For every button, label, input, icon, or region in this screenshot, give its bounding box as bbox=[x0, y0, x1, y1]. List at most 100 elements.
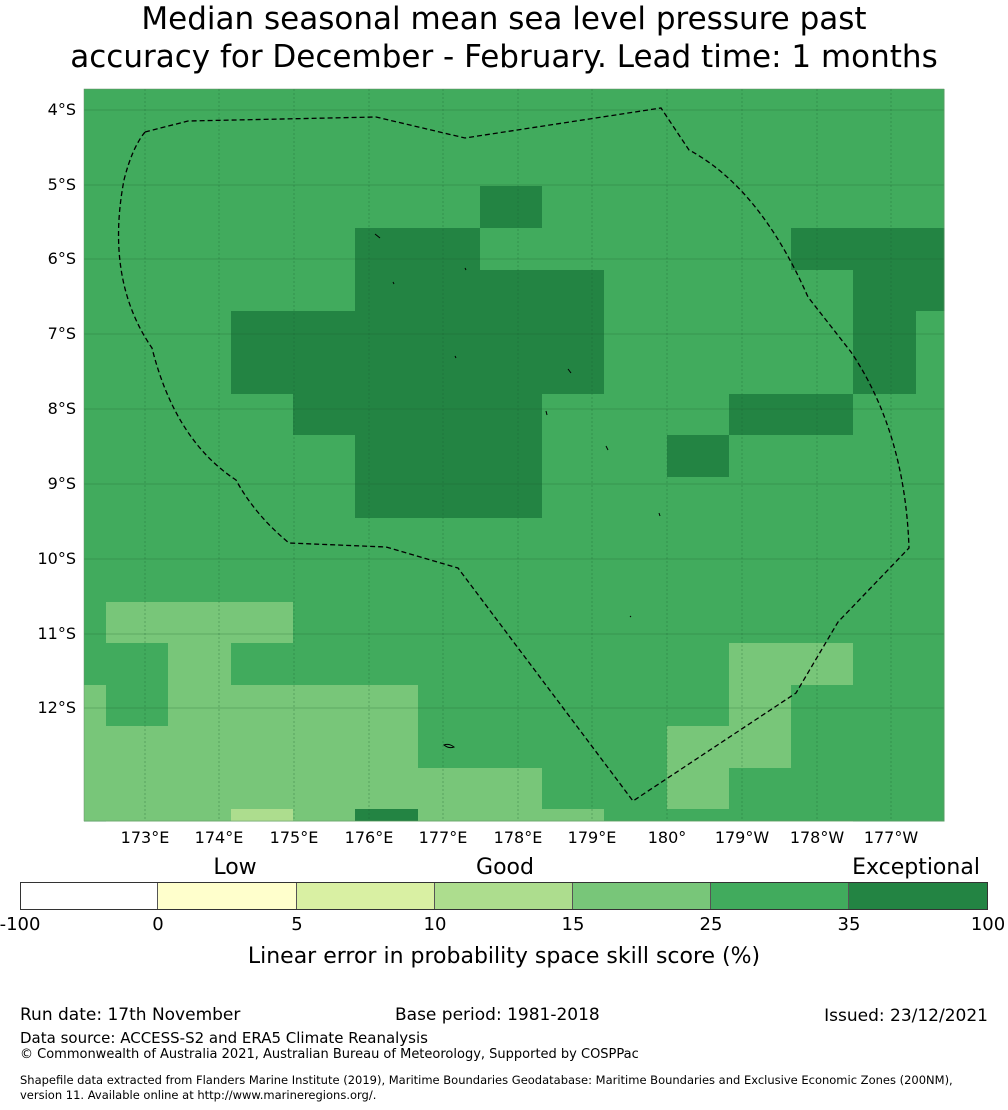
skill-cell bbox=[542, 560, 605, 603]
skill-cell bbox=[916, 186, 945, 229]
skill-cell bbox=[84, 518, 107, 561]
skill-cell bbox=[168, 352, 232, 395]
skill-cell bbox=[853, 186, 917, 229]
skill-cell bbox=[791, 768, 854, 810]
skill-cell bbox=[604, 228, 668, 271]
skill-cell bbox=[84, 186, 107, 229]
skill-cell bbox=[604, 270, 668, 312]
skill-cell bbox=[418, 89, 481, 187]
skill-cell bbox=[355, 643, 419, 686]
skill-cell bbox=[729, 768, 792, 810]
skill-cell bbox=[916, 477, 945, 519]
skill-cell bbox=[480, 311, 543, 353]
skill-cell bbox=[355, 602, 419, 644]
skill-cell bbox=[106, 89, 169, 187]
skill-cell bbox=[84, 270, 107, 312]
skill-cell bbox=[106, 726, 169, 769]
skill-cell bbox=[542, 685, 605, 727]
skill-cell bbox=[729, 560, 792, 603]
skill-cell bbox=[853, 726, 917, 769]
lon-label: 177°E bbox=[418, 828, 468, 847]
skill-cell bbox=[168, 394, 232, 436]
skill-cell bbox=[729, 685, 792, 727]
skill-cell bbox=[84, 394, 107, 436]
skill-cell bbox=[231, 435, 294, 478]
skill-cell bbox=[480, 186, 543, 229]
skill-cell bbox=[916, 311, 945, 353]
skill-cell bbox=[853, 477, 917, 519]
skill-cell bbox=[106, 477, 169, 519]
skill-cell bbox=[542, 186, 605, 229]
skill-cell bbox=[106, 518, 169, 561]
skill-cell bbox=[542, 311, 605, 353]
skill-cell bbox=[729, 477, 792, 519]
skill-cell bbox=[667, 643, 730, 686]
skill-cell bbox=[355, 726, 419, 769]
skill-cell bbox=[418, 809, 481, 822]
skill-cell bbox=[667, 89, 730, 187]
skill-cell bbox=[168, 270, 232, 312]
skill-cell bbox=[106, 685, 169, 727]
skill-cell bbox=[418, 435, 481, 478]
colorbar-category-exceptional: Exceptional bbox=[852, 855, 980, 880]
skill-cell bbox=[84, 768, 107, 810]
map-title-line1: Median seasonal mean sea level pressure … bbox=[141, 1, 867, 37]
skill-cell bbox=[168, 643, 232, 686]
skill-cell bbox=[418, 186, 481, 229]
skill-cell bbox=[667, 394, 730, 436]
skill-cell bbox=[168, 518, 232, 561]
skill-cell bbox=[293, 89, 356, 187]
skill-cell bbox=[106, 602, 169, 644]
skill-cell bbox=[853, 311, 917, 353]
skill-cell bbox=[791, 89, 854, 187]
skill-cell bbox=[542, 643, 605, 686]
skill-cell bbox=[667, 768, 730, 810]
skill-cell bbox=[418, 477, 481, 519]
skill-cell bbox=[231, 352, 294, 395]
skill-cell bbox=[916, 643, 945, 686]
copyright: © Commonwealth of Australia 2021, Austra… bbox=[20, 1047, 639, 1062]
skill-cell bbox=[355, 89, 419, 187]
skill-cell bbox=[84, 643, 107, 686]
skill-cell bbox=[604, 89, 668, 187]
skill-cell bbox=[293, 186, 356, 229]
skill-cell bbox=[168, 809, 232, 822]
island bbox=[629, 615, 632, 618]
skill-cell bbox=[604, 726, 668, 769]
skill-cell bbox=[916, 809, 945, 822]
lon-label: 177°W bbox=[863, 828, 919, 847]
skill-cell bbox=[791, 685, 854, 727]
skill-cell bbox=[729, 270, 792, 312]
island bbox=[658, 512, 661, 517]
skill-cell bbox=[604, 518, 668, 561]
island bbox=[464, 267, 467, 271]
skill-cell bbox=[667, 477, 730, 519]
skill-cell bbox=[418, 228, 481, 271]
skill-cell bbox=[916, 768, 945, 810]
skill-cell bbox=[168, 560, 232, 603]
skill-cell bbox=[916, 89, 945, 187]
skill-cell bbox=[853, 435, 917, 478]
skill-cell bbox=[853, 560, 917, 603]
island bbox=[374, 233, 381, 239]
lon-label: 178°E bbox=[493, 828, 543, 847]
skill-cell bbox=[729, 602, 792, 644]
skill-cell bbox=[418, 685, 481, 727]
skill-cell bbox=[480, 394, 543, 436]
skill-cell bbox=[106, 643, 169, 686]
skill-cell bbox=[168, 685, 232, 727]
skill-cell bbox=[293, 394, 356, 436]
skill-cell bbox=[853, 394, 917, 436]
skill-cell bbox=[667, 518, 730, 561]
skill-cell bbox=[106, 228, 169, 271]
lat-label: 5°S bbox=[47, 175, 76, 194]
skill-cell bbox=[916, 726, 945, 769]
skill-cell bbox=[542, 270, 605, 312]
skill-cell bbox=[853, 270, 917, 312]
skill-cell bbox=[729, 726, 792, 769]
skill-cell bbox=[729, 394, 792, 436]
skill-cell bbox=[355, 518, 419, 561]
lon-label: 175°E bbox=[269, 828, 319, 847]
lat-label: 11°S bbox=[37, 624, 76, 643]
skill-cell bbox=[542, 518, 605, 561]
